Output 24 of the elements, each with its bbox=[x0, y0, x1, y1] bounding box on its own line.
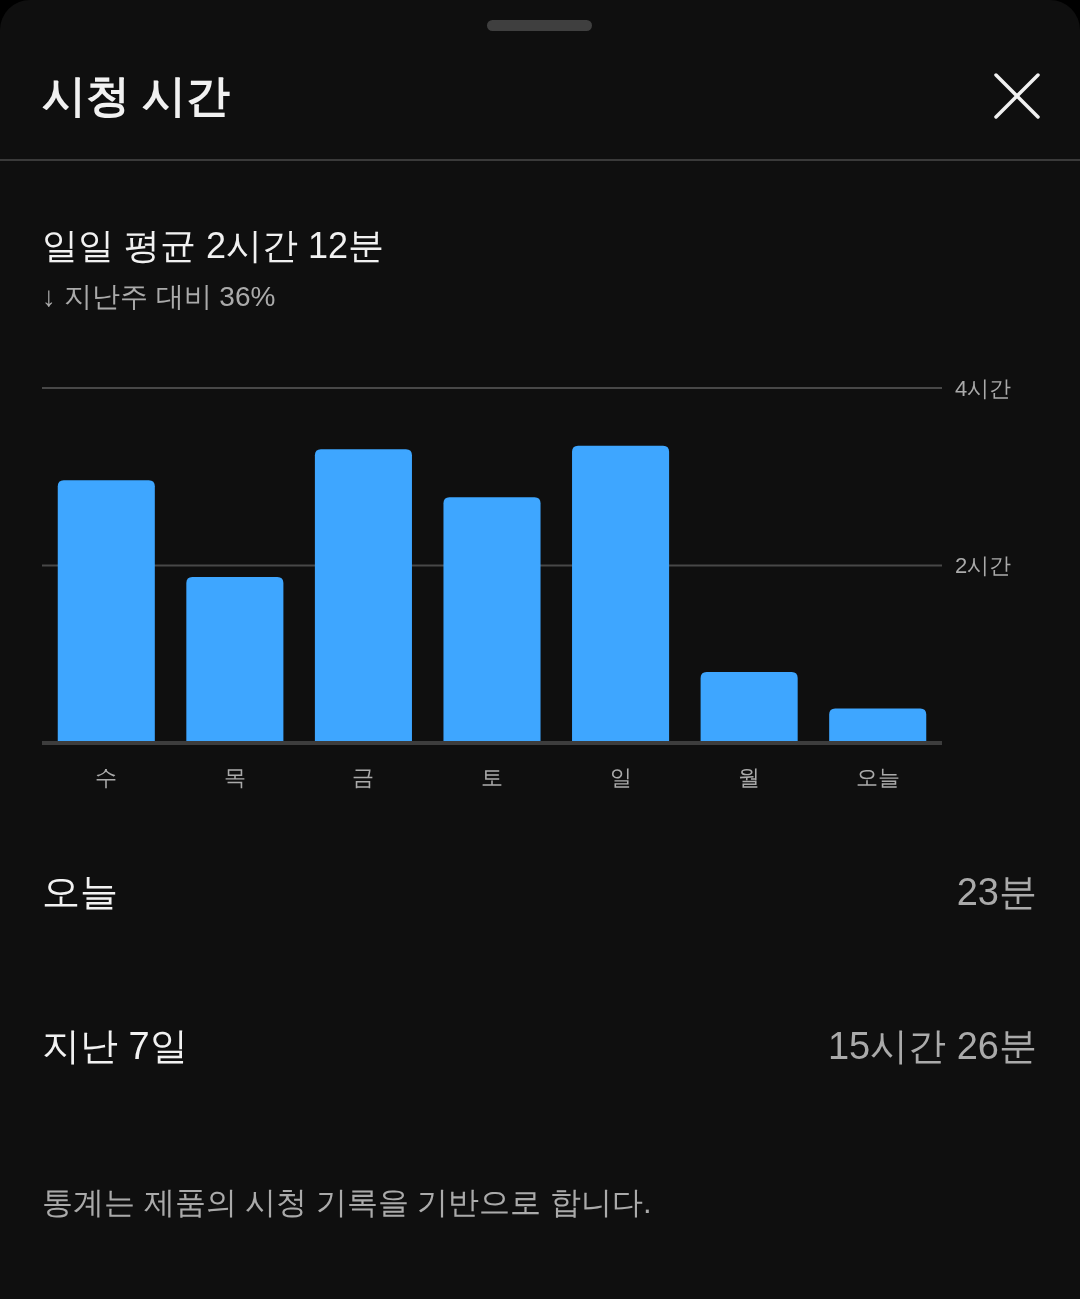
x-tick-label: 금 bbox=[352, 764, 375, 790]
text: 오늘 bbox=[42, 871, 118, 913]
bar bbox=[57, 480, 155, 741]
text: 통계는 제품의 시청 기록을 기반으로 합니다. bbox=[42, 1184, 652, 1220]
x-tick-label: 일 bbox=[609, 764, 632, 790]
text: ↓ 지난주 대비 36% bbox=[42, 280, 276, 312]
chart-subtitle: 일일 평균 2시간 12분 bbox=[42, 224, 385, 266]
bar bbox=[443, 497, 541, 741]
text: 지난 7일 bbox=[42, 1025, 188, 1067]
y-tick-label: 2시간 bbox=[955, 553, 1012, 578]
x-tick-label: 토 bbox=[481, 764, 503, 790]
bar bbox=[186, 577, 284, 741]
text: 15시간 26분 bbox=[827, 1025, 1037, 1067]
bar bbox=[829, 708, 927, 741]
x-tick-label: 수 bbox=[95, 764, 118, 790]
x-tick-label: 오늘 bbox=[855, 764, 900, 790]
text: 23분 bbox=[956, 871, 1037, 913]
chart-title: 시청 시간 bbox=[42, 70, 231, 120]
x-tick-label: 월 bbox=[738, 764, 761, 790]
x-tick-label: 목 bbox=[223, 764, 246, 790]
bar bbox=[572, 445, 670, 741]
bar bbox=[700, 672, 798, 741]
bar bbox=[314, 449, 412, 741]
y-tick-label: 4시간 bbox=[955, 375, 1012, 401]
